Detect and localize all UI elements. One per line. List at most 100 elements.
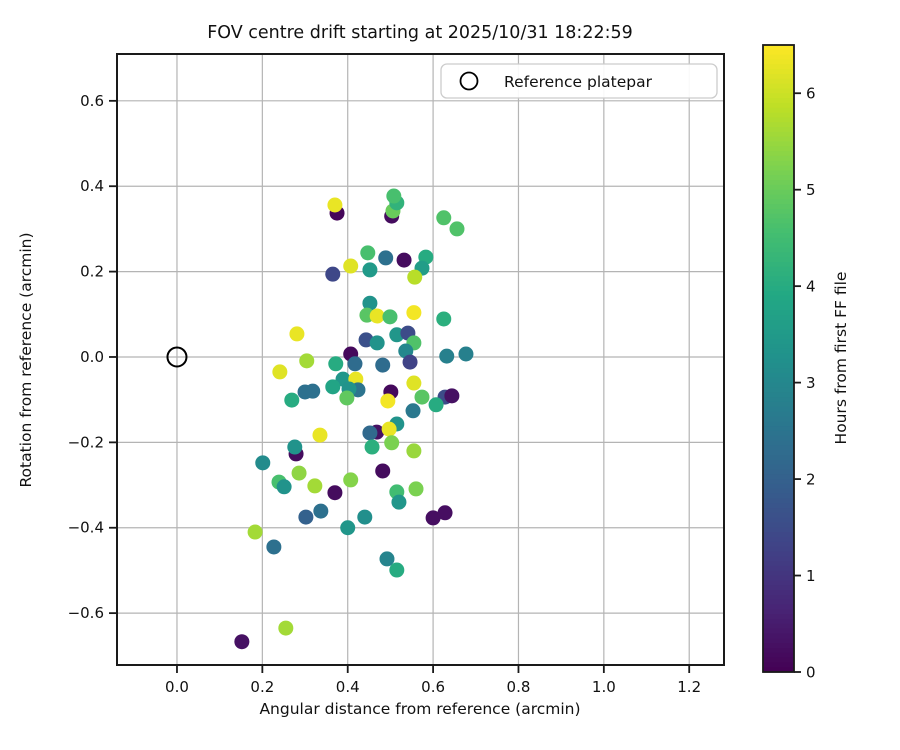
colorbar-step [763,604,794,610]
colorbar-step [763,252,794,258]
colorbar-step [763,372,794,379]
data-point [375,463,391,479]
data-point [312,427,328,443]
colorbar-step [763,570,794,577]
y-axis-ticks: −0.6 −0.4 −0.2 0.0 0.2 0.4 0.6 [68,92,117,622]
colorbar-step [763,590,794,596]
colorbar-step [763,315,794,321]
colorbar-step [763,286,794,292]
colorbar-step [763,508,794,514]
colorbar-step [763,416,794,422]
data-point [340,520,356,536]
data-point [327,197,343,213]
data-point [386,188,402,204]
data-point [380,393,396,409]
x-tick-label: 0.6 [421,678,445,696]
colorbar-step [763,469,794,475]
colorbar-tick-label: 1 [806,567,816,585]
data-point [396,252,412,268]
colorbar-step [763,498,794,504]
data-point [360,245,376,261]
colorbar-step [763,122,794,128]
colorbar-step [763,479,794,485]
colorbar-tick-label: 4 [806,278,816,296]
colorbar-tick-label: 2 [806,471,816,489]
data-point [305,383,321,399]
colorbar-step [763,242,794,249]
colorbar-step [763,170,794,176]
colorbar-step [763,276,794,282]
colorbar-step [763,556,794,562]
data-point [307,478,323,494]
colorbar-step [763,228,794,234]
colorbar-step [763,406,794,413]
colorbar-step [763,536,794,543]
colorbar-step [763,594,794,601]
data-point [369,308,385,324]
colorbar-step [763,102,794,109]
data-point [357,509,373,525]
y-tick-label: −0.2 [68,433,104,451]
colorbar-step [763,107,794,114]
colorbar-step [763,609,794,615]
chart-title: FOV centre drift starting at 2025/10/31 … [207,23,633,43]
colorbar-step [763,426,794,432]
colorbar-step [763,117,794,123]
colorbar-tick-label: 0 [806,664,816,682]
colorbar-step [763,208,794,215]
colorbar-step [763,319,794,326]
grid-lines [117,54,724,665]
colorbar-step [763,300,794,307]
data-point [328,356,344,372]
data-point [391,494,407,510]
data-point [343,258,359,274]
data-point [362,425,378,441]
colorbar-tick-label: 5 [806,181,816,199]
data-point [278,620,294,636]
colorbar-step [763,652,794,659]
data-point [444,388,460,404]
data-point [375,357,391,373]
colorbar-step [763,667,794,673]
colorbar-step [763,599,794,606]
colorbar-step [763,59,794,65]
legend-box [440,63,718,99]
data-point [255,455,271,471]
colorbar-step [763,397,794,403]
colorbar-ticks: 0 1 2 3 4 5 6 [794,85,816,682]
colorbar-step [763,45,794,51]
colorbar-step [763,454,794,461]
reference-platepar-marker [166,346,188,368]
colorbar-step [763,512,794,519]
colorbar-step [763,295,794,302]
colorbar-step [763,517,794,524]
colorbar-step [763,160,794,167]
colorbar-tick-label: 3 [806,374,816,392]
colorbar-step [763,421,794,427]
colorbar-frame [762,44,795,673]
colorbar-step [763,450,794,456]
colorbar-step [763,257,794,263]
data-point [291,465,307,481]
y-tick-label: −0.4 [68,519,104,537]
colorbar-step [763,305,794,311]
colorbar-step [763,459,794,466]
colorbar-step [763,440,794,446]
data-point [313,503,329,519]
data-point [287,439,303,455]
data-point [414,389,430,405]
data-point [343,472,359,488]
colorbar-step [763,146,794,152]
data-point [298,509,314,525]
data-point [299,353,315,369]
colorbar-step [763,237,794,244]
colorbar-step [763,131,794,138]
colorbar-step [763,585,794,591]
colorbar-step [763,522,794,528]
colorbar-step [763,575,794,581]
data-point [406,443,422,459]
colorbar: 0 1 2 3 4 5 6 Hours from first FF file [762,44,850,682]
data-point [247,524,263,540]
colorbar-step [763,561,794,567]
colorbar-step [763,551,794,557]
